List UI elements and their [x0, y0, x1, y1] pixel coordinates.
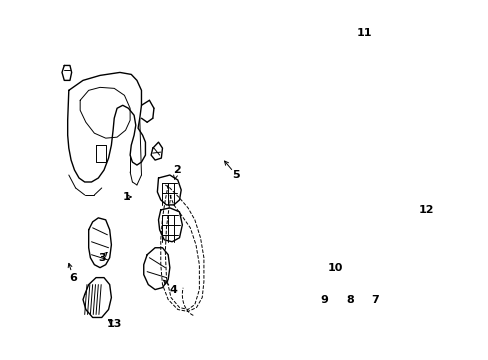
Text: 7: 7	[371, 294, 379, 305]
Text: 10: 10	[327, 263, 343, 273]
Text: 11: 11	[356, 28, 371, 37]
Text: 8: 8	[345, 294, 353, 305]
Text: 2: 2	[172, 165, 180, 175]
Text: 5: 5	[232, 170, 240, 180]
Text: 3: 3	[98, 253, 105, 263]
Text: 12: 12	[418, 205, 433, 215]
Text: 13: 13	[106, 319, 122, 329]
Text: 9: 9	[320, 294, 327, 305]
Text: 4: 4	[169, 284, 178, 294]
Text: 6: 6	[69, 273, 77, 283]
Text: 1: 1	[122, 192, 130, 202]
